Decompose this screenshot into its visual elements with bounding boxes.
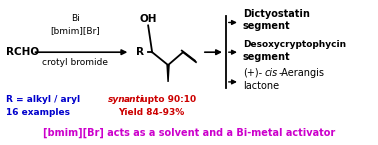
- Text: R: R: [136, 47, 144, 57]
- Text: syn:: syn:: [108, 95, 130, 104]
- Text: Dictyostatin: Dictyostatin: [243, 9, 310, 19]
- Text: anti: anti: [124, 95, 144, 104]
- Text: (+)-: (+)-: [243, 68, 262, 78]
- Text: lactone: lactone: [243, 81, 279, 91]
- Text: segment: segment: [243, 52, 290, 62]
- Text: segment: segment: [243, 21, 290, 31]
- Text: [bmim][Br]: [bmim][Br]: [51, 26, 100, 35]
- Text: upto 90:10: upto 90:10: [138, 95, 196, 104]
- Text: 16 examples: 16 examples: [6, 108, 70, 117]
- Text: R = alkyl / aryl: R = alkyl / aryl: [6, 95, 80, 104]
- Text: RCHO: RCHO: [6, 47, 39, 57]
- Text: Bi: Bi: [71, 14, 80, 23]
- Text: cis: cis: [265, 68, 278, 78]
- Text: -Aerangis: -Aerangis: [279, 68, 325, 78]
- Text: Desoxycryptophycin: Desoxycryptophycin: [243, 40, 346, 49]
- Polygon shape: [167, 65, 169, 82]
- Text: crotyl bromide: crotyl bromide: [42, 58, 108, 67]
- Text: Yield 84-93%: Yield 84-93%: [118, 108, 184, 117]
- Text: OH: OH: [139, 13, 157, 23]
- Text: [bmim][Br] acts as a solvent and a Bi-metal activator: [bmim][Br] acts as a solvent and a Bi-me…: [43, 127, 335, 138]
